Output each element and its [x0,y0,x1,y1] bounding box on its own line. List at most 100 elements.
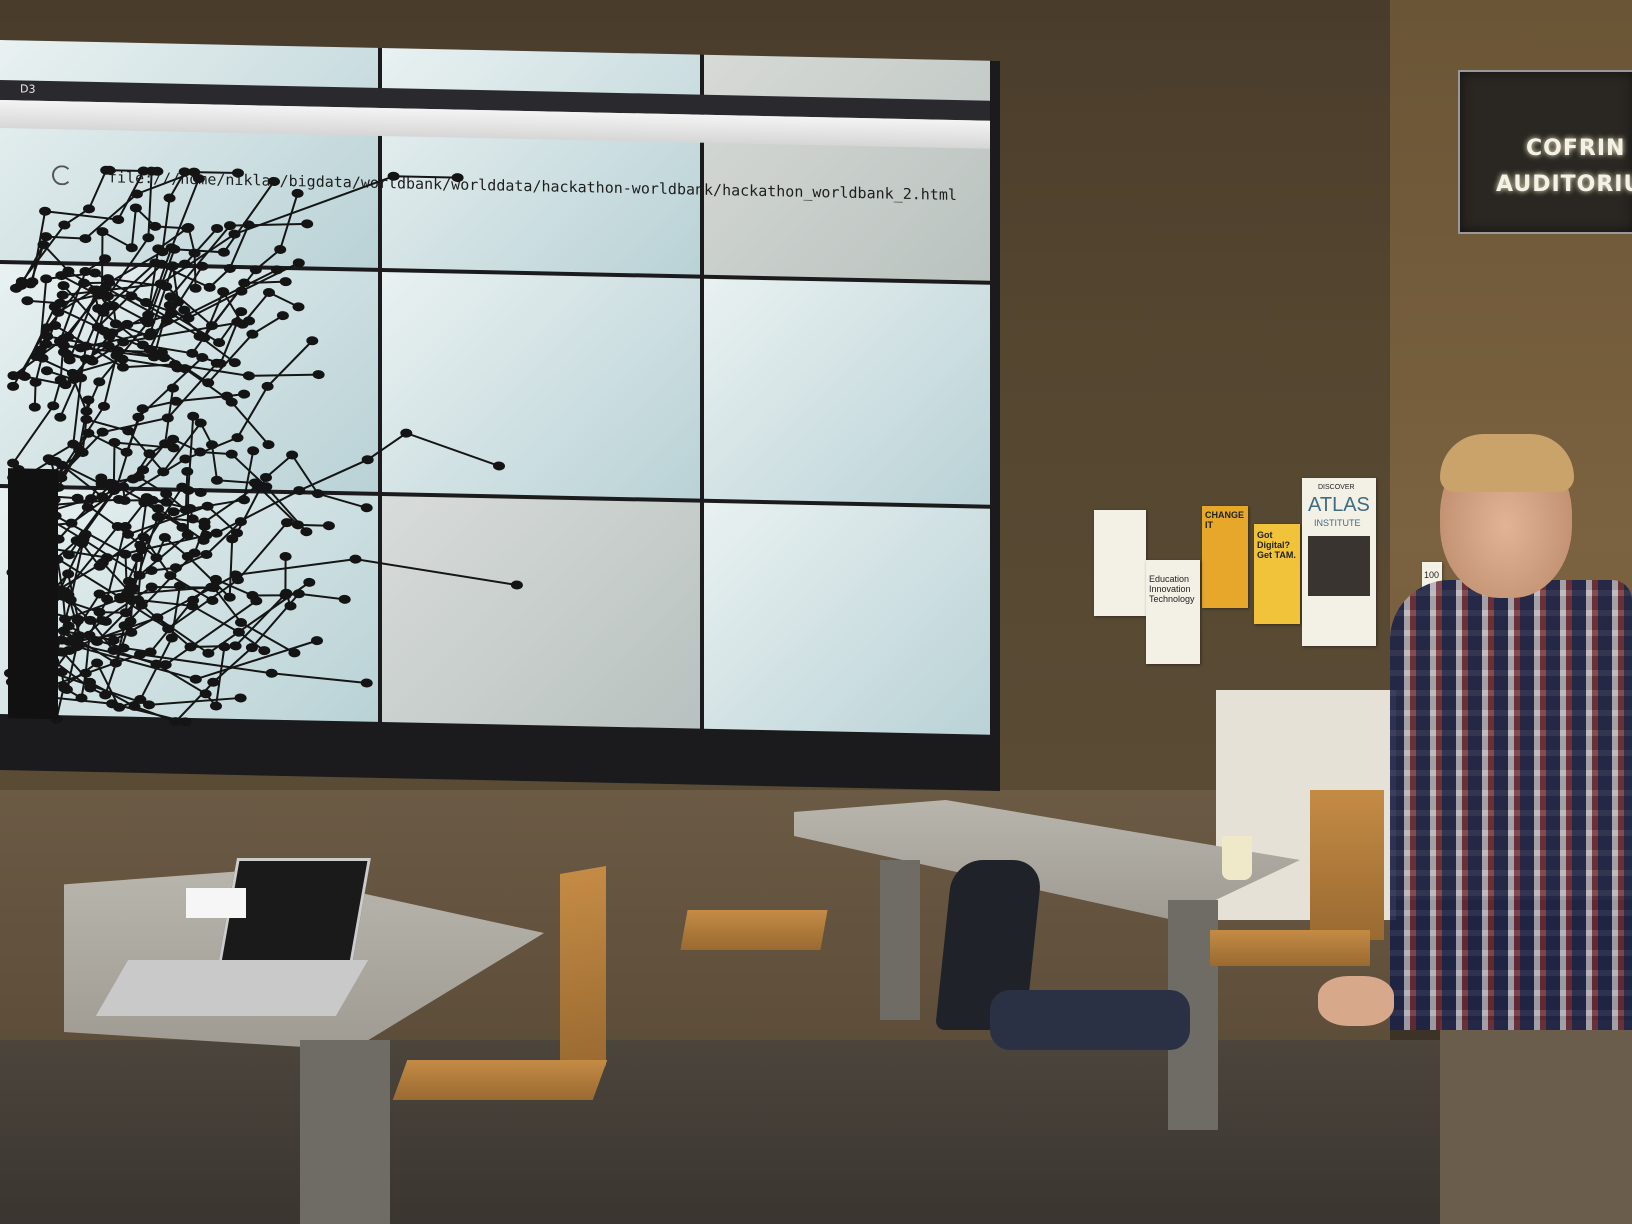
graph-node [279,551,292,561]
graph-node [161,413,174,423]
graph-edge [58,314,284,476]
graph-node [82,395,95,405]
event-poster [1094,510,1146,616]
graph-node [145,582,158,592]
graph-node [125,243,138,253]
graph-node [132,595,145,605]
graph-node [7,458,20,468]
graph-node [149,221,162,231]
graph-node [206,595,219,605]
chair-back [1310,790,1384,940]
graph-node [107,635,120,645]
graph-node [96,227,109,237]
graph-node [217,247,230,257]
graph-node [55,271,68,281]
graph-node [235,307,248,317]
door-number: 100 [1424,570,1440,580]
graph-node [210,358,223,368]
poster-got-digital: Got Digital? Get TAM. [1254,524,1300,624]
graph-node [152,504,165,514]
graph-node [59,614,72,624]
graph-node [194,488,207,498]
poster-atlas: DISCOVER ATLAS INSTITUTE [1302,478,1376,646]
graph-node [163,193,176,203]
graph-node [211,475,223,485]
graph-node [140,298,153,308]
graph-node [62,332,75,342]
person-hair [1440,434,1574,492]
graph-node [21,296,34,306]
graph-node [292,589,305,599]
graph-node [184,503,197,513]
graph-node [111,346,124,356]
graph-node [62,621,75,631]
graph-node [194,418,207,428]
graph-node [193,331,206,341]
table-leg [880,860,920,1020]
graph-node [41,323,54,333]
graph-node [179,454,192,464]
graph-node [182,222,195,232]
office-chair-seat [990,990,1190,1050]
graph-node [213,338,226,348]
sign-line-2: AUDITORIUM [1496,172,1632,197]
graph-node [55,667,68,677]
poster-education: Education Innovation Technology [1146,560,1200,664]
graph-node [260,482,273,492]
graph-node [225,449,238,459]
graph-node [164,292,177,302]
graph-node [258,646,271,656]
graph-node [63,355,76,365]
graph-node [54,336,66,346]
graph-node [232,627,245,637]
graph-node [210,701,222,711]
graph-node [7,371,20,381]
graph-node [223,264,236,274]
graph-node [322,521,335,531]
graph-node [206,321,218,331]
browser-tab[interactable]: D3 [20,82,36,96]
graph-node [265,668,278,678]
graph-node [80,354,92,364]
graph-node [164,571,177,581]
graph-edge [21,169,158,283]
graph-node [192,174,205,184]
graph-node [160,281,173,291]
graph-node [83,630,96,640]
graph-node [165,633,178,643]
graph-node [291,188,304,198]
graph-node [125,291,138,301]
graph-node [242,371,255,381]
graph-node [7,381,20,391]
graph-edge [15,171,238,290]
graph-node [82,428,95,438]
graph-node [121,319,134,329]
graph-node [251,481,264,491]
graph-node [181,552,194,562]
graph-node [249,265,262,275]
graph-edge [55,514,212,596]
laptop-keyboard[interactable] [95,960,369,1016]
chair-back [560,865,606,1075]
graph-node [312,370,325,380]
graph-node [39,206,52,216]
table-leg [300,1040,390,1224]
graph-node [293,486,306,496]
graph-edge [59,581,310,655]
graph-node [71,493,84,503]
graph-node [158,533,171,543]
graph-node [47,401,60,411]
graph-node [99,616,112,626]
graph-node [196,353,209,363]
paper-cup [1222,836,1252,880]
graph-node [235,618,247,628]
graph-node [56,647,69,657]
graph-node [176,522,189,532]
graph-node [247,446,260,456]
chair-seat [392,1060,608,1100]
graph-node [78,278,91,288]
graph-node [145,328,158,338]
graph-node [165,243,178,253]
graph-node [91,637,103,647]
graph-node [170,396,182,406]
